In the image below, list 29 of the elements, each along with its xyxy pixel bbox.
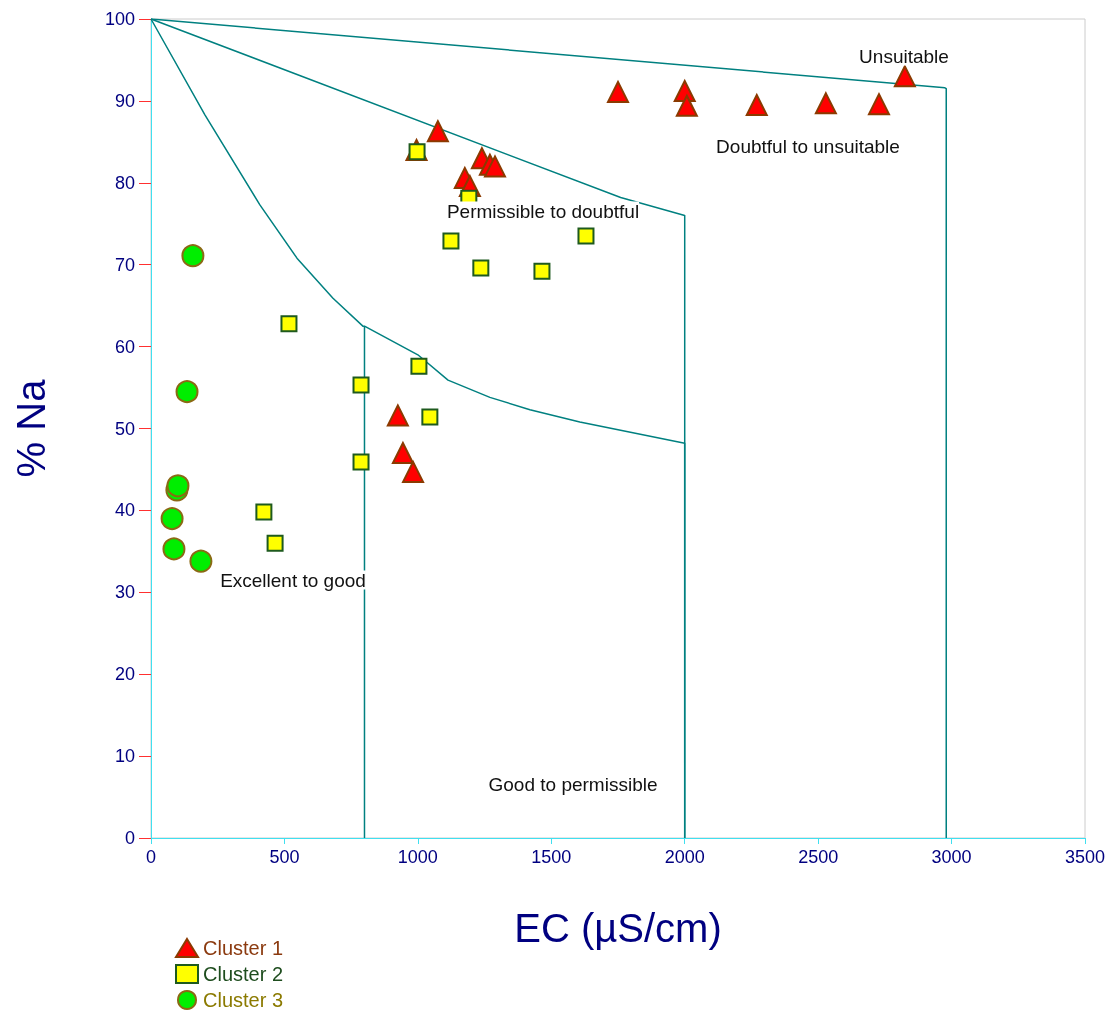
- y-tick-label: 30: [114, 582, 135, 603]
- annotation: Doubtful to unsuitable: [716, 135, 900, 157]
- x-tick-label: 3000: [931, 847, 972, 867]
- legend-label: Cluster 3: [203, 989, 284, 1011]
- x-tick-label: 3500: [1064, 847, 1106, 867]
- y-axis-title: % Na: [9, 378, 53, 478]
- x-tick-label: 2500: [798, 847, 839, 867]
- y-tick-label: 100: [104, 9, 135, 29]
- y-tick-label: 40: [114, 500, 135, 521]
- y-tick-label: 80: [114, 172, 135, 193]
- y-tick-label: 70: [114, 254, 135, 275]
- y-tick-label: 60: [114, 336, 135, 357]
- annotation: Good to permissible: [488, 773, 658, 795]
- x-tick-label: 2000: [664, 847, 705, 867]
- x-tick-label: 0: [145, 847, 157, 867]
- annotation: Unsuitable: [859, 45, 949, 67]
- y-tick-label: 20: [114, 664, 135, 685]
- y-tick-label: 90: [114, 90, 135, 111]
- x-axis-title: EC (µS/cm): [514, 906, 722, 950]
- x-tick-label: 1500: [531, 847, 572, 867]
- annotation: Permissible to doubtful: [446, 200, 640, 222]
- legend-label: Cluster 1: [203, 937, 284, 959]
- annotation: Excellent to good: [220, 569, 366, 591]
- y-tick-label: 50: [114, 418, 135, 439]
- y-tick-label: 0: [124, 828, 135, 848]
- legend-label: Cluster 2: [203, 963, 284, 985]
- x-tick-label: 1000: [397, 847, 438, 867]
- y-tick-label: 10: [114, 746, 135, 767]
- x-tick-label: 500: [269, 847, 300, 867]
